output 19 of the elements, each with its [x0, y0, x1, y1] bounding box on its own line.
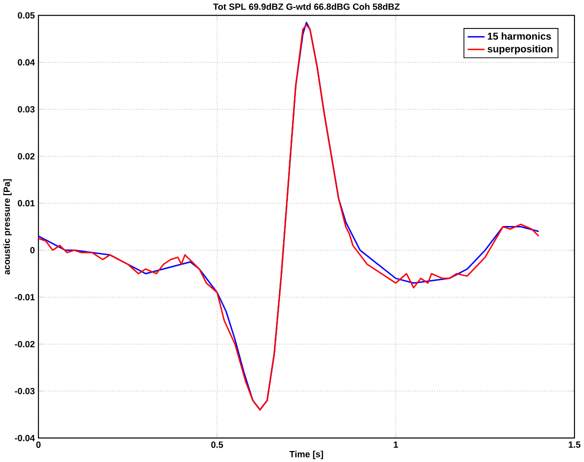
y-tick-label: -0.01 [14, 294, 35, 300]
x-tick-label: 1 [394, 441, 398, 448]
y-tick-label: 0.03 [18, 106, 35, 112]
y-tick-label: 0 [30, 246, 35, 254]
x-tick-label: 1.5 [568, 441, 580, 448]
x-tick-label: 0 [36, 441, 41, 448]
y-tick-label: 0.02 [18, 152, 35, 160]
y-tick-label: -0.04 [14, 434, 35, 442]
x-tick-label: 0.5 [211, 441, 224, 448]
y-tick-label: -0.02 [14, 340, 35, 348]
legend-label: 15 harmonics [488, 32, 551, 40]
y-tick-label: -0.03 [14, 388, 35, 394]
legend-label: superposition [488, 44, 552, 54]
chart-title: Tot SPL 69.9dBZ G-wtd 66.8dBG Coh 58dBZ [213, 3, 400, 10]
x-axis-title: Time [s] [289, 450, 324, 459]
y-axis-title: acoustic pressure [Pa] [3, 179, 12, 274]
y-tick-label: 0.04 [18, 58, 35, 66]
y-tick-label: 0.01 [18, 200, 35, 206]
y-tick-label: 0.05 [18, 12, 35, 18]
